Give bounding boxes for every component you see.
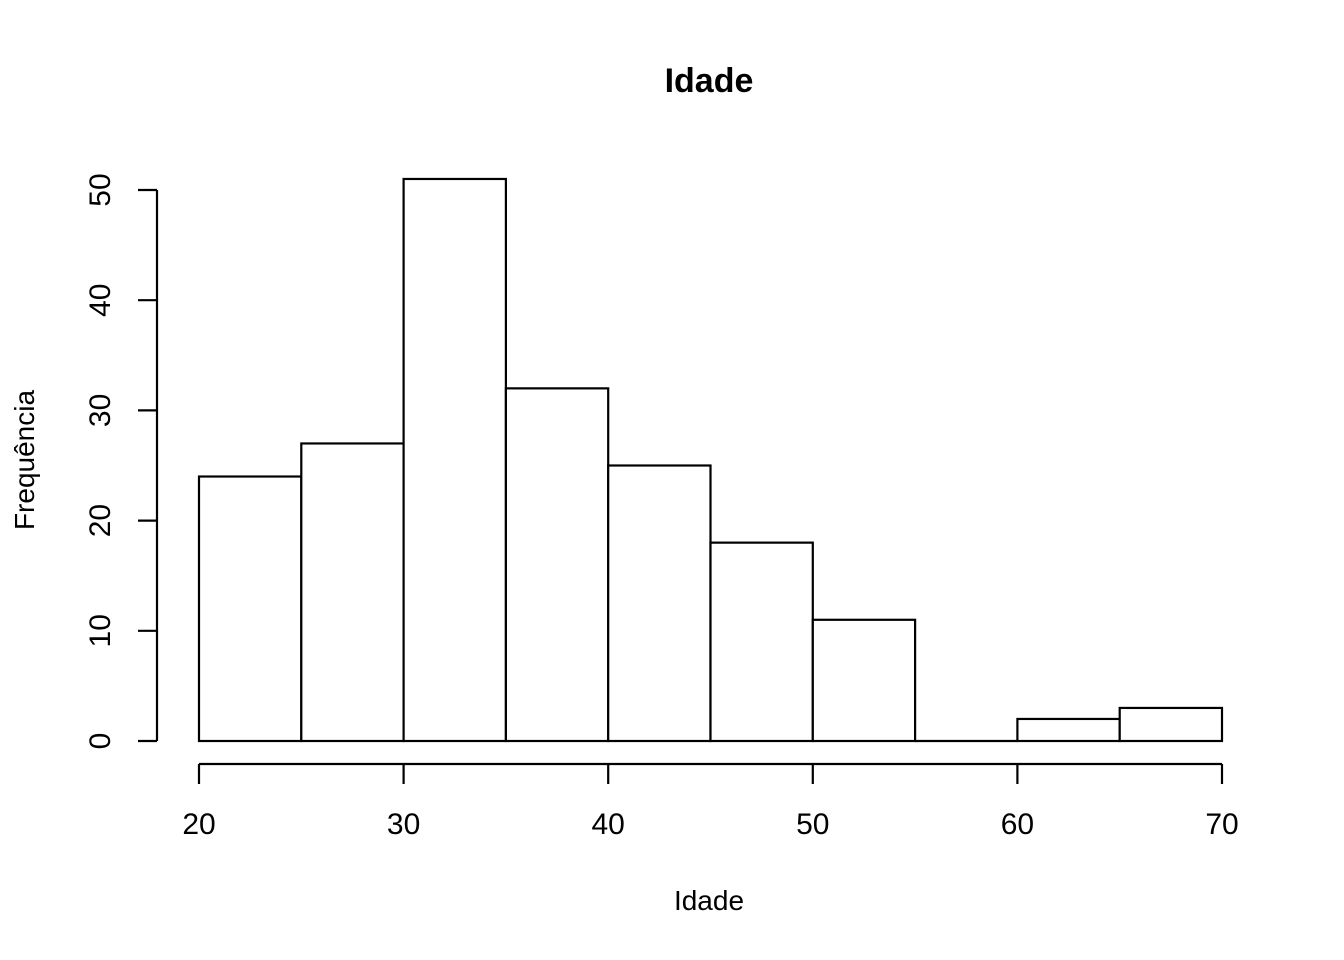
y-tick-label-20: 20: [84, 504, 117, 537]
histogram-bar-25-30: [300, 442, 405, 743]
y-tick-label-10: 10: [84, 614, 117, 647]
chart-title: Idade: [665, 62, 754, 100]
x-tick-label-40: 40: [592, 808, 625, 841]
y-tick-label-30: 30: [84, 394, 117, 427]
y-axis-label: Frequência: [9, 390, 40, 531]
histogram-bars: [197, 177, 1224, 743]
x-tick-label-20: 20: [182, 808, 215, 841]
y-tick-label-40: 40: [84, 284, 117, 317]
x-tick-label-50: 50: [796, 808, 829, 841]
x-axis-label: Idade: [674, 885, 744, 916]
histogram-bar-50-55: [811, 618, 917, 743]
y-tick-label-0: 0: [84, 733, 117, 750]
x-tick-label-60: 60: [1001, 808, 1034, 841]
x-tick-label-30: 30: [387, 808, 420, 841]
histogram-bar-20-25: [197, 475, 303, 743]
y-tick-label-50: 50: [84, 173, 117, 206]
y-axis: 0 10 20 30 40 50: [84, 173, 159, 750]
histogram-bar-40-45: [607, 464, 712, 743]
x-tick-label-70: 70: [1205, 808, 1238, 841]
histogram-bar-30-35: [402, 177, 508, 743]
histogram-bar-65-70: [1118, 706, 1224, 743]
histogram-bar-60-65: [1016, 717, 1121, 743]
histogram-bar-45-50: [709, 541, 814, 743]
x-axis: 20 30 40 50 60 70: [182, 762, 1239, 841]
histogram-bar-35-40: [504, 387, 610, 743]
